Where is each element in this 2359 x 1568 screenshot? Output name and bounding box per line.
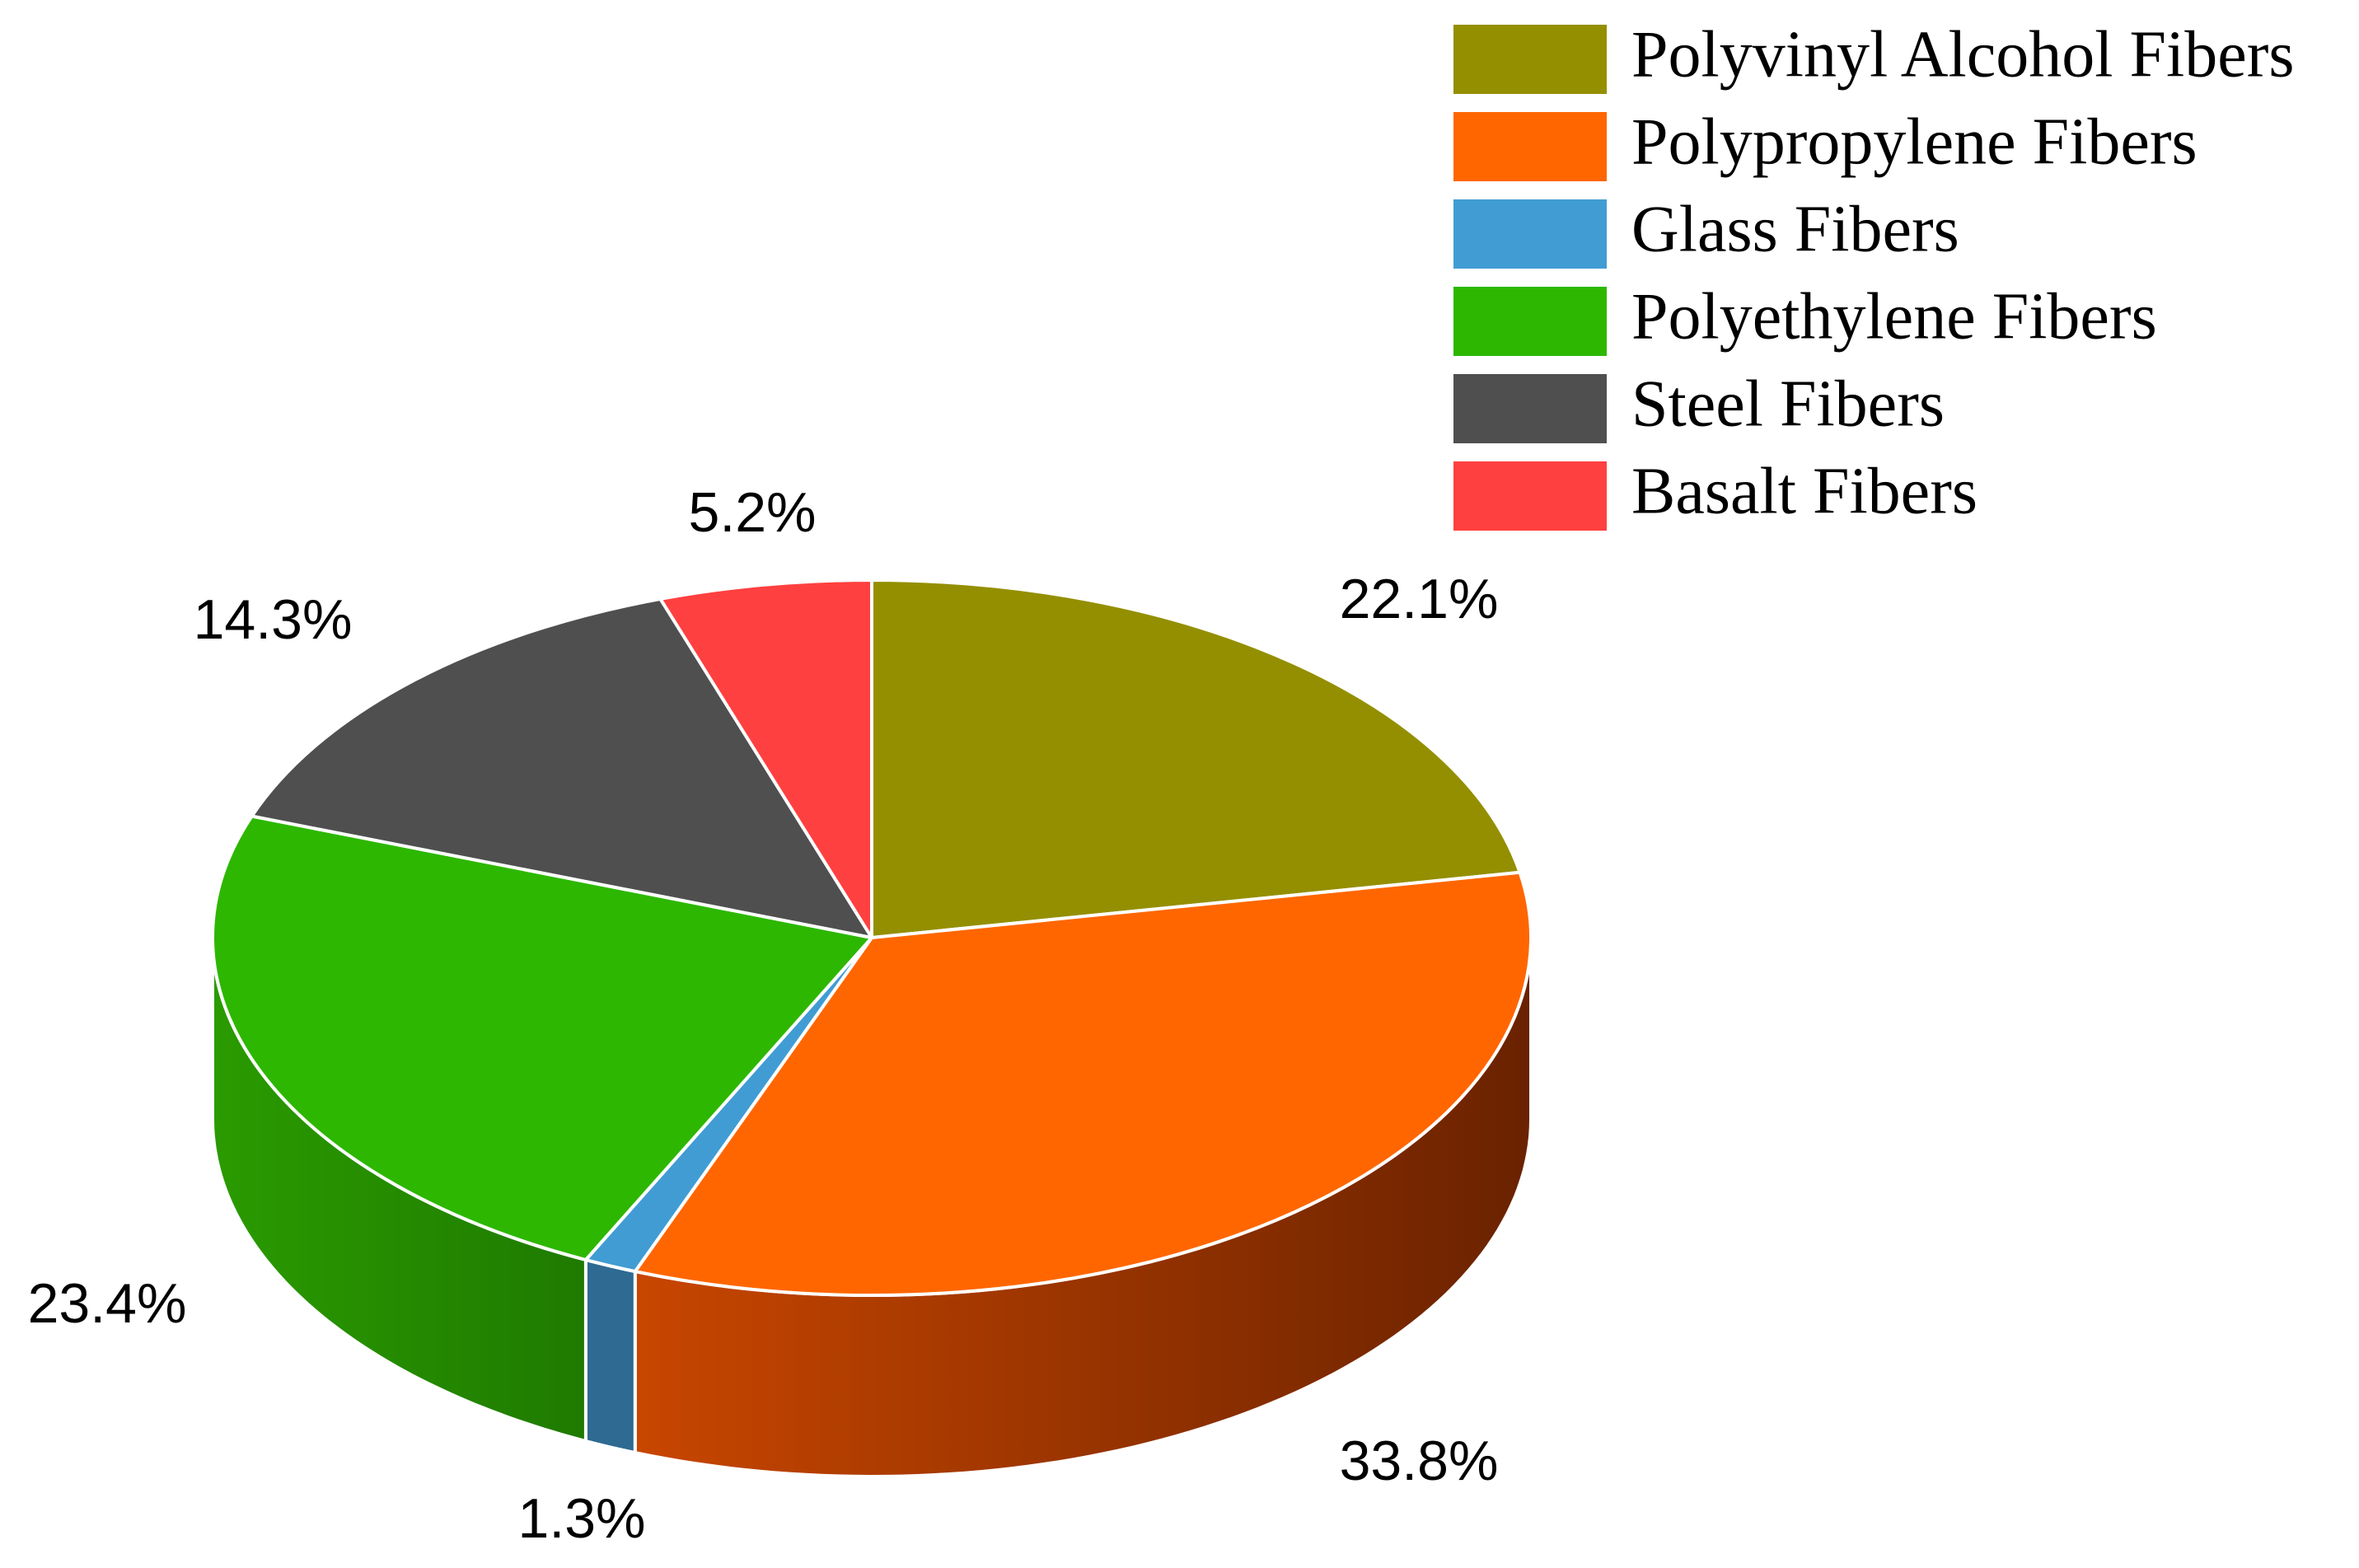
legend-item-basalt-fibers: Basalt Fibers (1453, 455, 1978, 531)
data-label-polyvinyl-alcohol-fibers: 22.1% (1340, 568, 1499, 630)
legend-swatch (1453, 461, 1607, 531)
legend-label: Polyethylene Fibers (1631, 280, 2157, 353)
legend-item-polyvinyl-alcohol-fibers: Polyvinyl Alcohol Fibers (1453, 18, 2295, 94)
data-label-glass-fibers: 1.3% (518, 1487, 646, 1550)
legend-item-steel-fibers: Steel Fibers (1453, 367, 1945, 443)
slice-basalt-fibers (658, 578, 873, 939)
slice-polypropylene-fibers (633, 870, 1533, 1298)
legend-label: Basalt Fibers (1631, 455, 1978, 527)
slice-polyvinyl-alcohol-fibers (870, 578, 1522, 939)
pie-top-slices (211, 578, 1533, 1298)
wall-glass-fibers (583, 1257, 637, 1455)
pie-percentage-labels: 22.1% 33.8% 1.3% 23.4% 14.3% 5.2% (28, 481, 1499, 1550)
data-label-polypropylene-fibers: 33.8% (1340, 1430, 1499, 1492)
slice-polyethylene-fibers (211, 814, 873, 1261)
legend-swatch (1453, 25, 1607, 94)
legend: Polyvinyl Alcohol Fibers Polypropylene Fi… (1453, 18, 2295, 531)
legend-label: Polyvinyl Alcohol Fibers (1631, 18, 2295, 91)
slice-steel-fibers (250, 597, 873, 939)
legend-label: Steel Fibers (1631, 367, 1945, 440)
legend-label: Polypropylene Fibers (1631, 105, 2198, 178)
data-label-polyethylene-fibers: 23.4% (28, 1272, 187, 1335)
legend-item-glass-fibers: Glass Fibers (1453, 193, 1959, 269)
legend-item-polypropylene-fibers: Polypropylene Fibers (1453, 105, 2198, 181)
legend-swatch (1453, 287, 1607, 356)
legend-swatch (1453, 199, 1607, 269)
data-label-basalt-fibers: 5.2% (689, 481, 817, 544)
legend-swatch (1453, 374, 1607, 443)
data-label-steel-fibers: 14.3% (194, 588, 353, 651)
legend-label: Glass Fibers (1631, 193, 1959, 265)
legend-item-polyethylene-fibers: Polyethylene Fibers (1453, 280, 2157, 356)
legend-swatch (1453, 112, 1607, 181)
